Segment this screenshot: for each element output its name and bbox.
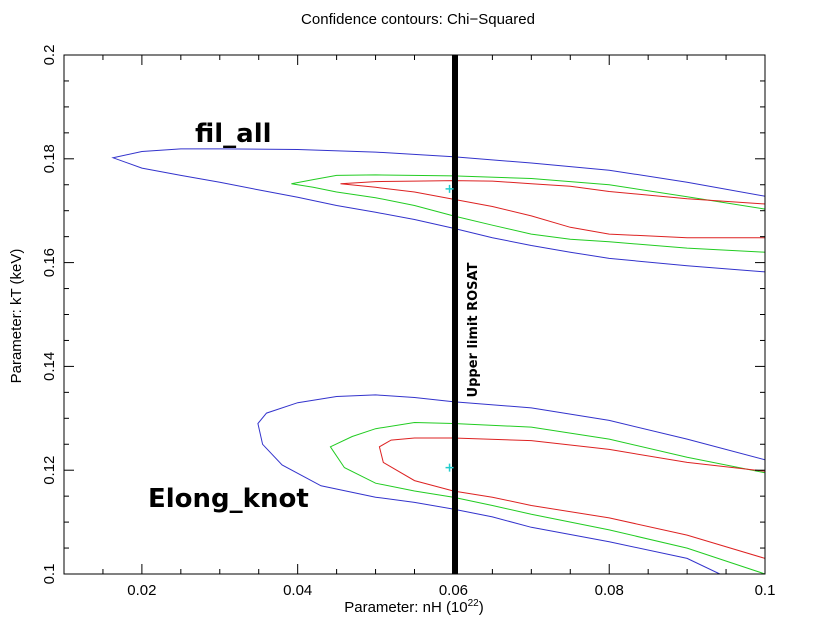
x-axis-label-end: ) bbox=[479, 599, 484, 616]
contour-elong-knot-1 bbox=[257, 394, 765, 574]
contour-elong-knot-3 bbox=[378, 437, 765, 559]
x-axis-label-superscript: 22 bbox=[468, 598, 480, 609]
x-axis-label: Parameter: nH (1022) bbox=[344, 598, 484, 616]
contour-elong-knot-2 bbox=[329, 421, 765, 574]
chart-title: Confidence contours: Chi−Squared bbox=[301, 11, 535, 28]
best-fit-marker-fil-all bbox=[445, 184, 454, 193]
plot-area: Upper limit ROSAT fil_all Elong_knot bbox=[111, 55, 765, 574]
group-label-elong-knot: Elong_knot bbox=[148, 484, 309, 514]
y-tick-label: 0.16 bbox=[41, 248, 58, 277]
x-tick-label: 0.06 bbox=[439, 582, 468, 599]
contour-fil-all-3 bbox=[340, 180, 765, 239]
axes: 0.02 0.04 0.06 0.08 0.1 0.1 0.12 0.14 0.16 0.18 0.… bbox=[41, 45, 775, 599]
contour-layer bbox=[111, 148, 765, 574]
contour-fil-all-2 bbox=[291, 174, 765, 253]
y-tick-label: 0.12 bbox=[41, 456, 58, 485]
y-tick-label: 0.14 bbox=[41, 352, 58, 381]
y-tick-label: 0.2 bbox=[41, 45, 58, 66]
x-tick-label: 0.02 bbox=[127, 582, 156, 599]
y-axis-label: Parameter: kT (keV) bbox=[8, 249, 25, 384]
x-tick-label: 0.04 bbox=[283, 582, 312, 599]
y-tick-label: 0.1 bbox=[41, 564, 58, 585]
y-tick-label: 0.18 bbox=[41, 144, 58, 173]
upper-limit-label: Upper limit ROSAT bbox=[466, 262, 481, 397]
x-tick-label: 0.1 bbox=[755, 582, 776, 599]
group-label-fil-all: fil_all bbox=[195, 119, 272, 149]
x-tick-label: 0.08 bbox=[595, 582, 624, 599]
contour-fil-all-1 bbox=[111, 148, 765, 273]
x-axis-label-main: Parameter: nH (10 bbox=[344, 599, 467, 616]
best-fit-marker-elong-knot bbox=[445, 463, 454, 472]
